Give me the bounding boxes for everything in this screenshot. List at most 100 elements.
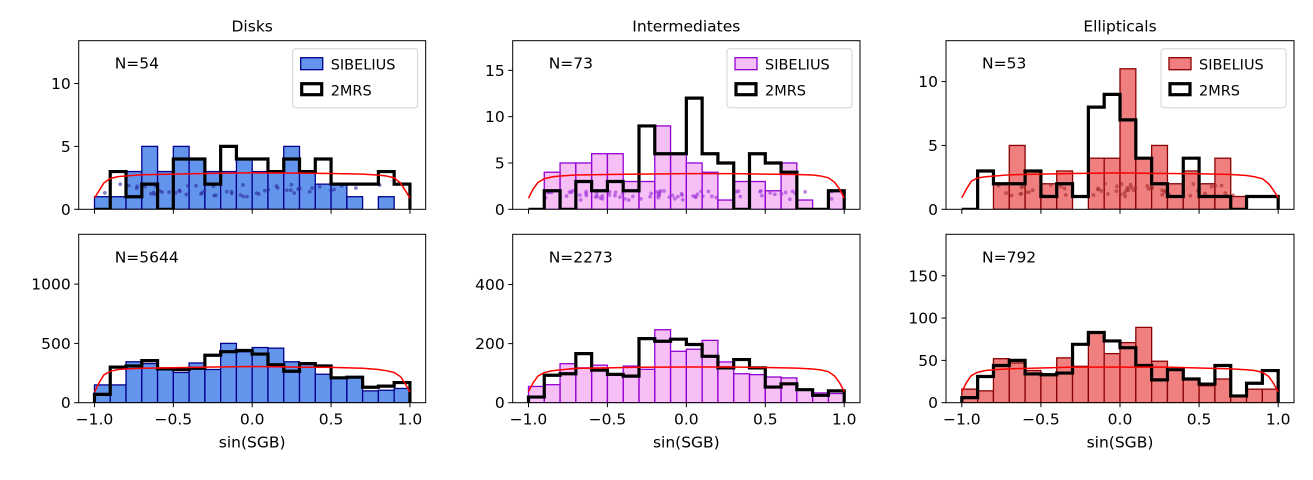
twomrs-step-outline [961,92,1280,210]
x-tick-label: 0.0 [674,411,699,429]
legend: SIBELIUS 2MRS [726,48,853,109]
reference-curve [93,172,411,199]
galaxy-dot [241,194,246,199]
galaxy-dot [768,190,773,195]
galaxy-dot [160,190,164,194]
sibelius-bar [172,145,190,210]
panel-title: Ellipticals [1083,18,1156,36]
galaxy-dot [1099,189,1104,193]
sibelius-bar [1245,388,1264,403]
x-axis-label: sin(SGB) [219,434,286,452]
galaxy-dot [1058,184,1063,189]
sibelius-bar [109,384,127,403]
galaxy-dot [266,187,271,192]
galaxy-dot [152,192,157,197]
galaxy-dot [759,193,764,198]
y-tick-label: 0 [928,394,938,412]
sample-size-label: N=73 [549,55,593,73]
galaxy-dot [285,188,289,193]
sample-size-label: N=53 [982,55,1026,73]
galaxy-dot [1118,192,1123,197]
galaxy-dot [1030,188,1035,193]
sibelius-bar [796,389,814,403]
galaxy-dot [670,193,675,198]
galaxy-dot [194,183,198,188]
plot-area [93,144,412,210]
sibelius-bar [1103,352,1121,403]
galaxy-dot [570,188,575,193]
sibelius-bar [377,196,395,210]
sibelius-bar [606,373,624,403]
legend-sibelius-label: SIBELIUS [765,58,830,74]
x-tick-label: 0.5 [319,411,344,429]
plot-area [527,96,846,210]
sibelius-bar [764,376,782,403]
galaxy-dot [1063,193,1068,197]
galaxy-dot [578,198,583,202]
galaxy-dot [292,191,297,195]
galaxy-dot [1160,188,1165,193]
sibelius-bar [701,339,719,403]
galaxy-dot [1019,191,1024,196]
sample-size-label: N=54 [115,55,159,73]
galaxy-dot [1048,183,1053,187]
x-tick-label: 1.0 [832,411,857,429]
galaxy-dot [709,194,714,199]
y-tick-label: 0 [61,201,71,219]
galaxy-dot [297,186,302,191]
x-tick-label: −0.5 [589,411,627,429]
galaxy-dot [1191,182,1196,186]
sibelius-bar [393,387,411,403]
sibelius-bar [1150,144,1169,210]
galaxy-dot [229,191,234,196]
sibelius-bar [314,183,332,210]
sibelius-bar [685,348,703,403]
y-tick-label: 0 [928,201,938,219]
galaxy-dot [706,189,711,194]
x-tick-label: −0.5 [1022,411,1060,429]
galaxy-dot [1219,183,1224,188]
sibelius-bar [141,145,159,210]
sibelius-bar [125,170,143,210]
sibelius-bar [346,376,364,403]
legend-2mrs-label: 2MRS [765,84,806,100]
y-tick-label: 1000 [31,276,70,294]
x-tick-label: 0.0 [240,411,265,429]
x-tick-label: −1.0 [943,411,981,429]
galaxy-dot [567,190,572,194]
sibelius-bar [543,384,561,403]
panel-title: Disks [232,18,273,36]
galaxy-dot [1114,189,1119,194]
legend: SIBELIUS 2MRS [1160,48,1287,109]
galaxy-dot [1209,184,1214,189]
legend-sibelius-swatch [300,57,324,71]
legend-box [726,48,853,109]
galaxy-dot [1188,193,1193,198]
reference-curve [527,172,845,199]
galaxy-dot [600,194,605,198]
galaxy-dot [317,184,322,189]
sibelius-bar [748,373,766,403]
sibelius-bar [1261,388,1279,403]
y-tick-label: 0 [495,394,505,412]
y-tick-label: 50 [918,352,938,370]
galaxy-dot [657,193,662,198]
reference-curve [961,172,1279,199]
x-tick-label: −1.0 [510,411,548,429]
plot-area [961,68,1280,210]
sibelius-bar [1071,365,1090,403]
galaxy-dot [353,186,358,190]
galaxy-dot [102,190,107,195]
y-tick-label: 0 [61,394,71,412]
sibelius-bar [992,183,1010,210]
galaxy-dot [288,188,293,193]
sibelius-bar [976,390,995,403]
galaxy-dot [657,190,662,195]
sibelius-bar [827,392,845,403]
galaxy-dot [149,191,153,196]
reference-curve [961,366,1279,393]
panel-title: Intermediates [632,18,740,36]
galaxy-dot [167,190,171,195]
galaxy-dot [1095,187,1100,192]
